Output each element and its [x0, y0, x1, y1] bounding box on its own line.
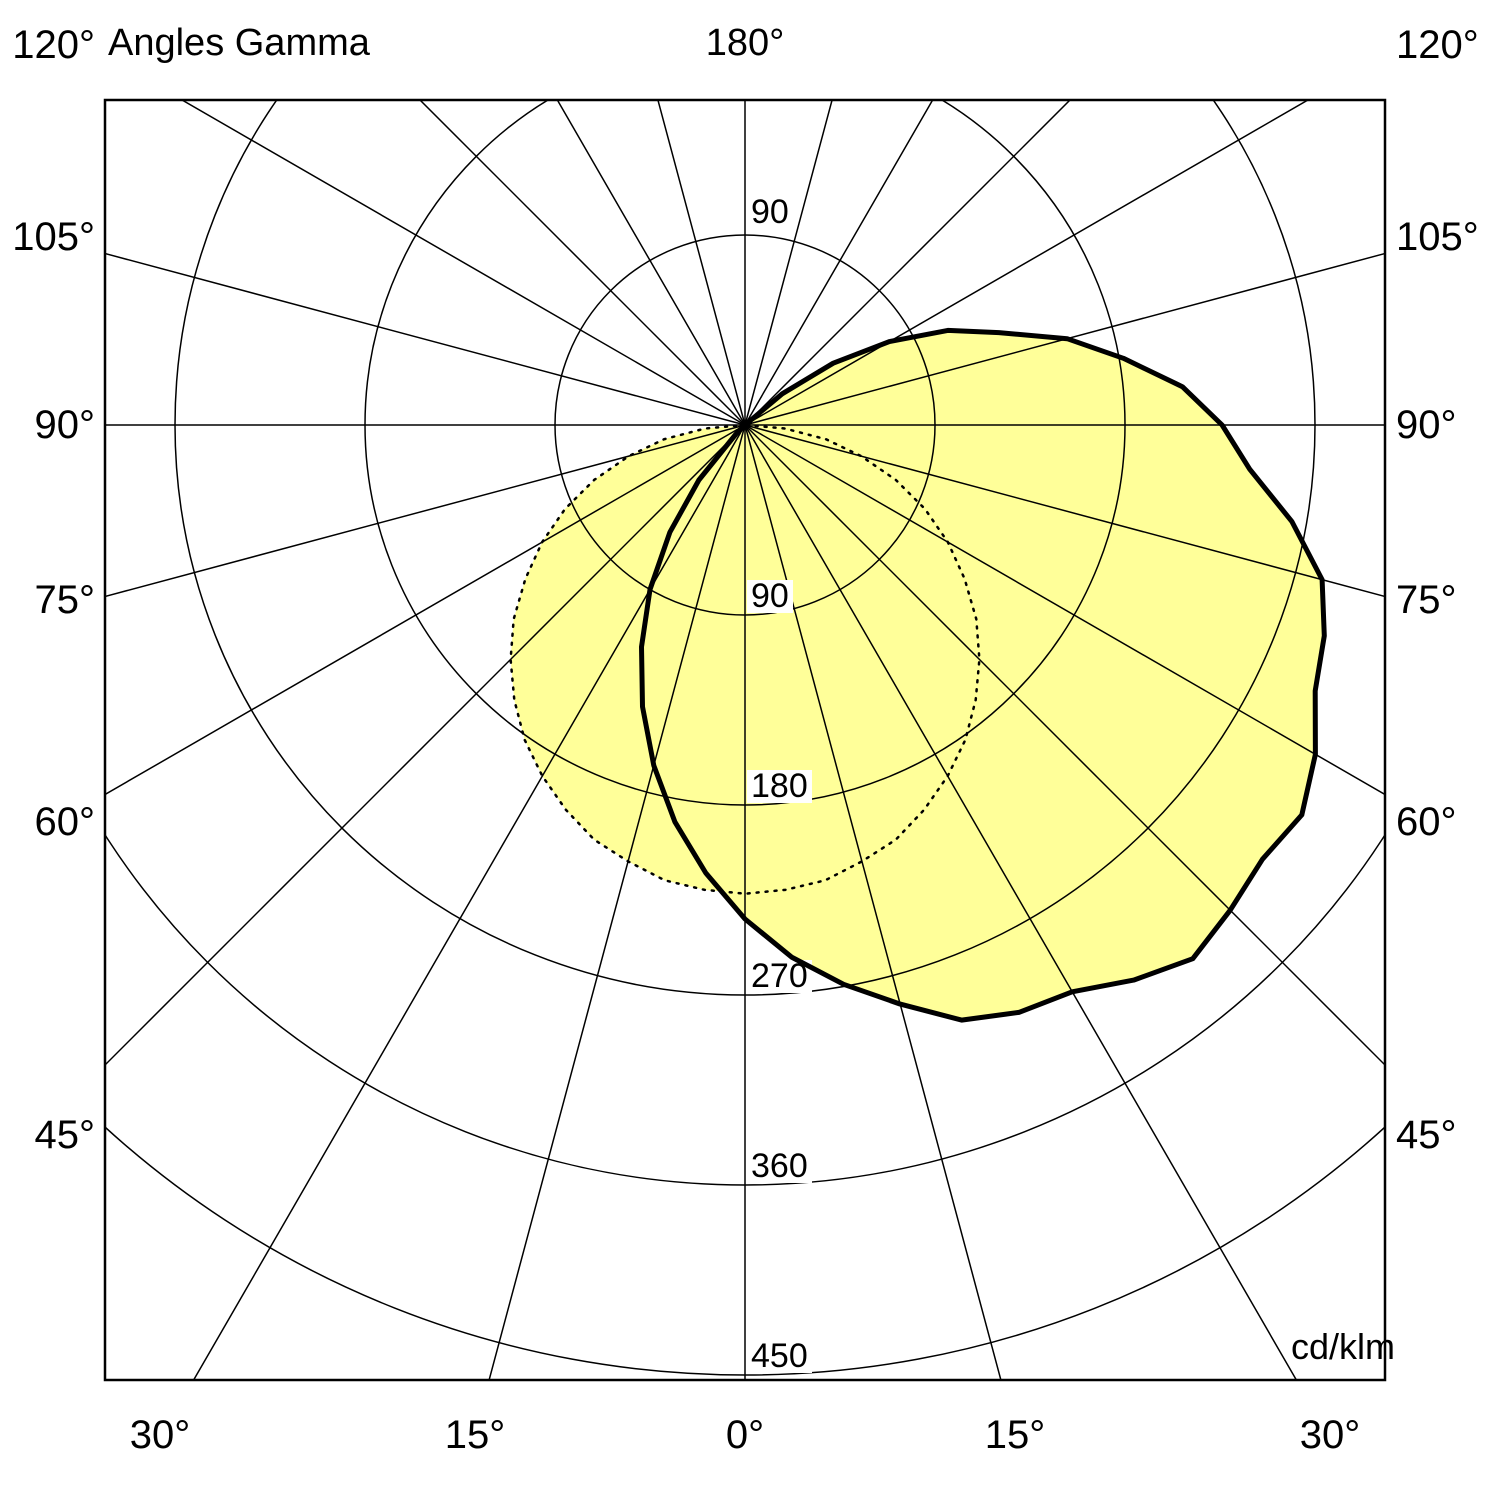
- gamma-grid-line: [105, 424, 746, 1067]
- tick-label-bg: [747, 1340, 812, 1373]
- plane-solid-curve: [639, 327, 1327, 1023]
- gamma-grid-line: [744, 100, 934, 426]
- gamma-grid-line: [744, 424, 1385, 796]
- plane-dotted-curve: [509, 423, 981, 895]
- tick-label-bg: [747, 1150, 812, 1183]
- gamma-angle-label: 30°: [130, 1413, 191, 1457]
- gamma-angle-label: 105°: [1396, 215, 1479, 259]
- tick-label-bg: [747, 770, 812, 803]
- intensity-curves: [509, 327, 1327, 1023]
- chart-title: Angles Gamma: [108, 22, 370, 64]
- radial-tick-label: 90: [751, 577, 789, 615]
- top-axis-label-180: 180°: [705, 22, 785, 64]
- gamma-angle-labels: 120° 120° 105° 105° 90° 90° 75° 75° 60° 60° 45° 45°…: [12, 23, 1478, 1457]
- gamma-angle-label: 75°: [35, 578, 96, 622]
- gamma-grid-line: [657, 100, 746, 426]
- gamma-grid-line: [105, 424, 746, 598]
- gamma-angle-label: 45°: [1396, 1113, 1457, 1157]
- gamma-angle-label: 15°: [985, 1413, 1046, 1457]
- tick-label-bg: [747, 196, 793, 229]
- gamma-angle-label: 45°: [35, 1113, 96, 1157]
- gamma-grid-line: [744, 252, 1385, 426]
- gamma-angle-label: 120°: [1396, 23, 1479, 67]
- plot-border: [103, 98, 1387, 1382]
- gamma-grid-line: [192, 424, 746, 1380]
- tick-label-bg: [747, 960, 812, 993]
- gamma-angle-label: 105°: [12, 215, 95, 259]
- plane-solid-fill: [641, 330, 1325, 1021]
- radial-tick-label: 90: [751, 193, 789, 231]
- tick-label-bg: [747, 580, 793, 613]
- gamma-grid-line: [488, 424, 746, 1380]
- gamma-grid-line: [744, 424, 1385, 598]
- gamma-grid-line: [105, 252, 746, 426]
- radial-tick-label: 450: [751, 1337, 808, 1375]
- gamma-angle-label: 0°: [726, 1413, 764, 1457]
- gamma-angle-label: 120°: [12, 23, 95, 67]
- gamma-angle-label: 75°: [1396, 578, 1457, 622]
- gamma-grid-line: [744, 424, 1002, 1380]
- gamma-grid-line: [744, 424, 1385, 1067]
- gamma-angle-label: 30°: [1300, 1413, 1361, 1457]
- gamma-grid-line: [744, 424, 1298, 1380]
- radial-tick-label: 360: [751, 1147, 808, 1185]
- radial-tick-label: 180: [751, 767, 808, 805]
- gamma-grid-line: [105, 424, 746, 796]
- gamma-grid-line: [180, 100, 746, 426]
- units-label: cd/klm: [1290, 1326, 1395, 1367]
- gamma-angle-label: 15°: [445, 1413, 506, 1457]
- gamma-grid-line: [556, 100, 746, 426]
- gamma-grid-line: [744, 100, 1310, 426]
- gamma-grid-line: [418, 100, 746, 426]
- gamma-angle-label: 60°: [1396, 800, 1457, 844]
- gamma-grid-line: [744, 100, 1072, 426]
- gamma-grid-line: [744, 100, 833, 426]
- lobe-fills: [510, 330, 1325, 1021]
- gamma-angle-label: 60°: [35, 800, 96, 844]
- gamma-angle-label: 90°: [1396, 403, 1457, 447]
- gamma-angle-label: 90°: [35, 403, 96, 447]
